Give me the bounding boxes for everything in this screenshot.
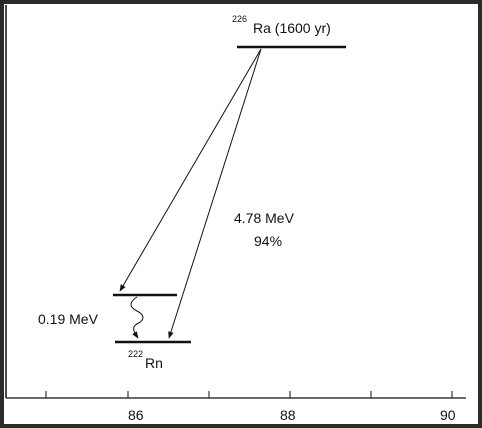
parent-mass-number: 226 [232, 14, 247, 24]
daughter-label: Rn [145, 355, 163, 371]
diagram-frame [4, 4, 478, 424]
axis-tick-label-88: 88 [280, 407, 296, 423]
parent-label: Ra (1600 yr) [253, 20, 331, 36]
alpha-decay-arrow-ground [168, 48, 262, 339]
alpha-decay-arrow-excited [119, 48, 262, 292]
axis-tick-label-90: 90 [440, 407, 456, 423]
axis-tick-label-86: 86 [128, 407, 144, 423]
daughter-mass-number: 222 [128, 349, 143, 359]
decay-energy-label: 4.78 MeV [234, 210, 295, 226]
branch-ratio-label: 94% [254, 233, 282, 249]
gamma-transition-wavy-arrow [130, 296, 144, 339]
gamma-energy-label: 0.19 MeV [38, 311, 99, 327]
